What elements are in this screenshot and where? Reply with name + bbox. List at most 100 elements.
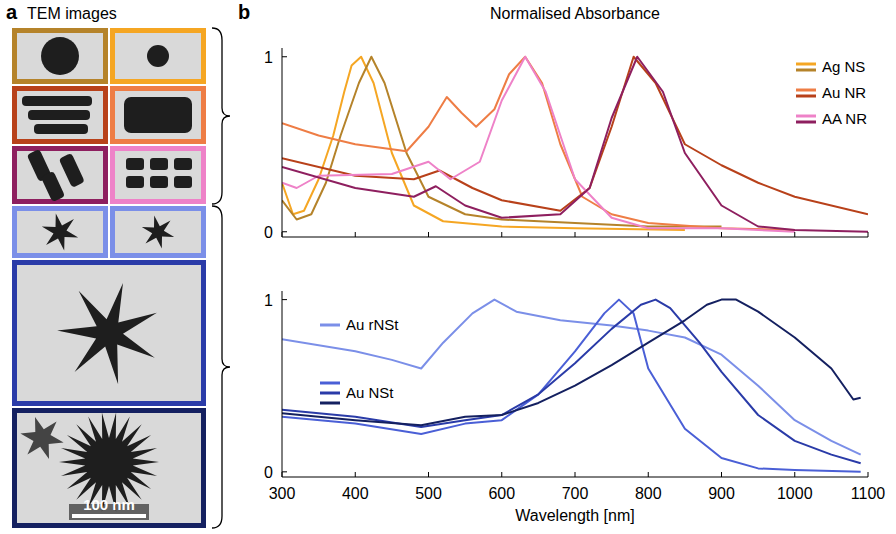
legend-label: AA NR [822,110,867,127]
particle [42,214,78,251]
x-tick [282,472,283,477]
plot-area [282,57,868,232]
x-tick [648,472,649,477]
tem-images: 100 nm [12,28,206,528]
x-tick [428,232,429,237]
image-frame [110,206,206,258]
spectrum-line [282,300,861,464]
spectrum-line [282,300,861,455]
image-frame [12,408,206,528]
particle [41,171,66,202]
legend-label: Au rNSt [346,316,399,333]
x-tick-label: 800 [635,485,662,502]
image-frame [110,146,206,204]
image-background [115,151,201,199]
scale-bar-label: 100 nm [83,496,135,513]
x-tick-label: 1100 [851,485,886,502]
spectrum-line [282,57,795,230]
x-tick [428,472,429,477]
x-tick [721,472,722,477]
particle [57,283,157,384]
x-tick [355,472,356,477]
brace [212,206,230,528]
image-frame [12,206,108,258]
particle [150,158,168,170]
image-frame [110,28,206,84]
spectrum-line [282,300,861,426]
legend-swatch [320,402,340,405]
brace [212,28,230,204]
particle [150,176,168,188]
x-tick-label: 600 [488,485,515,502]
particle [126,158,144,170]
x-tick [648,232,649,237]
scale-bar [72,514,146,518]
spectrum-line [282,57,795,232]
image-background [17,91,103,139]
particle [20,417,63,459]
particle [174,158,192,170]
x-tick-label: 400 [342,485,369,502]
x-tick [721,232,722,237]
legend-swatch [796,115,816,118]
x-tick-label: 300 [269,485,296,502]
x-tick [501,232,502,237]
particle [174,176,192,188]
legend: Ag NS Au NR AA NR [796,58,867,127]
x-tick [794,232,795,237]
image-background [115,33,201,79]
y-tick [282,56,287,57]
particle [124,97,192,133]
x-tick [868,232,869,237]
legend: Au rNSt Au NSt [320,316,399,403]
figure: a TEM images 100 nm b Normalised Absorbance 0… [0,0,896,534]
image-frame [12,146,108,204]
y-axis [282,291,283,477]
particle [147,45,169,67]
image-background [115,211,201,253]
x-tick [501,472,502,477]
spectrum-line [282,57,868,232]
legend-label: Au NSt [346,384,394,401]
spectrum-line [282,300,861,472]
x-tick-label: 700 [562,485,589,502]
image-background [17,413,201,523]
legend-swatch [320,392,340,395]
legend-label: Au NR [822,84,866,101]
chart-title: Normalised Absorbance [490,5,660,22]
legend-swatch [796,121,816,124]
particle [126,176,144,188]
x-tick-label: 900 [708,485,735,502]
y-tick-label: 1 [264,292,273,309]
legend-swatch [796,69,816,72]
y-tick-label: 0 [264,464,273,481]
x-tick-label: 1000 [777,485,813,502]
y-tick-label: 1 [264,49,273,66]
x-tick [575,472,576,477]
image-background [17,265,201,401]
image-frame [110,86,206,144]
legend-label: Ag NS [822,58,865,75]
panel-title: TEM images [27,5,117,22]
y-axis [282,48,283,237]
plot-area [282,300,861,472]
y-tick-label: 0 [264,224,273,241]
x-tick [868,472,869,477]
image-frame [12,260,206,406]
y-tick [282,299,287,300]
x-tick-label: 500 [415,485,442,502]
legend-swatch [796,63,816,66]
particle [142,215,174,248]
particle [34,124,88,134]
panel-letter: b [238,1,250,23]
legend-swatch [320,324,340,327]
legend-swatch [796,95,816,98]
y-tick [282,231,287,232]
x-axis-title: Wavelength [nm] [515,507,634,524]
chart: 300 400 500 600 700 800 900 1000 1100 0 1 Wavelengt… [264,291,885,524]
image-frame [12,86,108,144]
y-tick [282,471,287,472]
legend-swatch [320,382,340,385]
panel-letter: a [6,1,18,23]
x-tick [355,232,356,237]
